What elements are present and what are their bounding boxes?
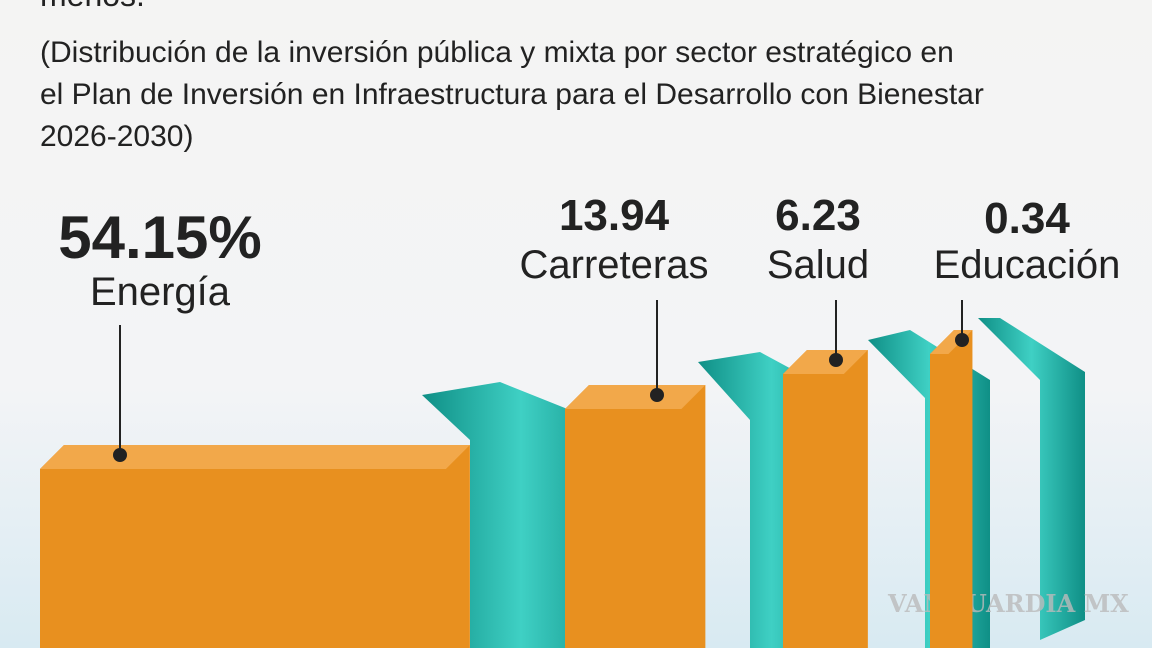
value-label: 0.34 [984,194,1070,243]
value-label: 6.23 [775,191,861,240]
bar-top [783,350,868,374]
bar [565,385,706,648]
leader-dot [113,448,127,462]
teal-block [978,318,1085,640]
value-label: 54.15% [58,204,262,271]
leader-dot [650,388,664,402]
bar-top [565,385,706,409]
subtitle: el Plan de Inversión en Infraestructura … [40,78,984,111]
title: menos. [40,0,145,13]
value-label: 13.94 [559,191,670,240]
category-label: Salud [767,243,869,287]
bar [40,445,470,648]
subtitle: 2026-2030) [40,120,193,153]
bar [930,330,973,648]
category-label: Carreteras [520,243,709,287]
leader-dot [955,333,969,347]
category-label: Energía [90,270,231,314]
bar-top [40,445,470,469]
subtitle: (Distribución de la inversión pública y … [40,36,954,69]
watermark: VANGUARDIA MX [887,589,1129,618]
category-label: Educación [934,243,1121,287]
leader-dot [829,353,843,367]
bar [783,350,868,648]
